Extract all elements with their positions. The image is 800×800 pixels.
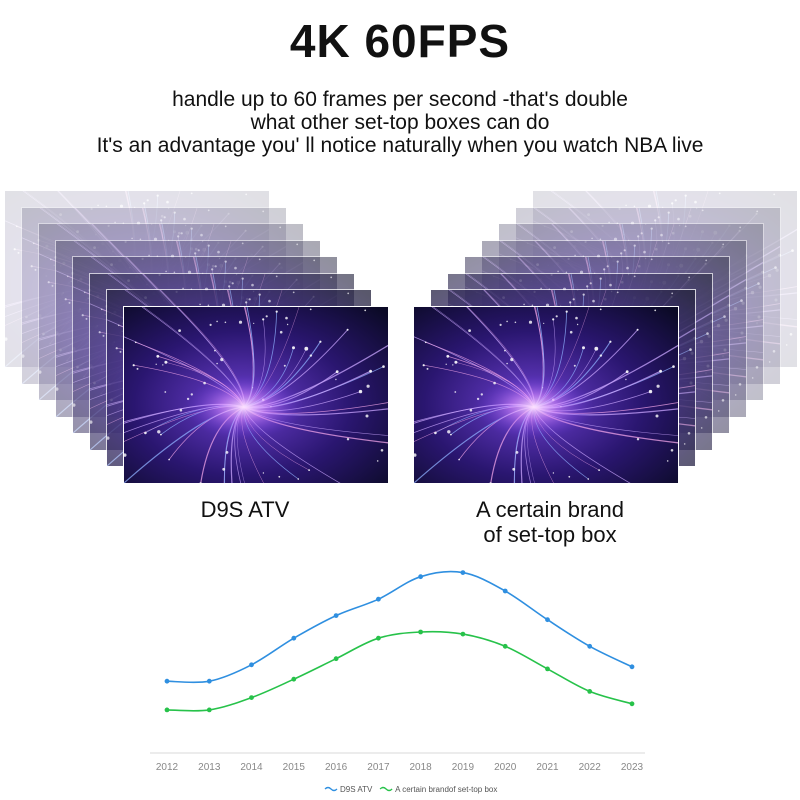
x-tick-label: 2018 [409,762,432,773]
series-line-2 [166,630,633,712]
series-2-point-2019 [460,631,466,637]
series-1-point-2019 [460,570,466,575]
series-2-point-2018 [418,629,423,635]
series-line-1 [166,570,633,684]
d9s-caption: D9S ATV [200,497,290,522]
series-1-point-2016 [333,613,339,618]
series-1-point-2015 [291,635,297,641]
x-tick-label: 2019 [452,762,475,773]
x-tick-label: 2016 [325,762,348,773]
series-2-point-2015 [291,676,297,682]
subtitle: handle up to 60 frames per second -that'… [0,88,800,157]
competitor-frame-8 [413,305,679,484]
series-2-point-2012 [164,707,170,713]
x-tick-label: 2012 [156,762,179,773]
series-2-point-2021 [545,666,550,672]
legend-swatch-2 [379,786,393,792]
d9s-frame-8 [123,305,389,484]
page-title: 4K 60FPS [289,15,511,67]
series-2-point-2020 [502,643,508,649]
series-2-point-2023 [629,701,635,707]
series-2-point-2016 [333,656,339,662]
series-1-point-2018 [418,574,423,580]
subtitle-line-1: handle up to 60 frames per second -that'… [172,88,628,111]
fiber-optic-image [414,306,678,483]
legend-swatch-1 [324,786,338,792]
subtitle-line-2: what other set-top boxes can do [250,111,550,134]
series-1-point-2021 [545,617,550,623]
series-2-point-2017 [376,635,381,641]
legend-label-1: D9S ATV [340,785,373,794]
competitor-caption-line-1: A certain brand [476,497,624,522]
series-2-point-2022 [587,689,593,694]
series-2-point-2014 [249,695,254,700]
subtitle-line-3: It's an advantage you' ll notice natural… [96,134,704,157]
series-1-point-2023 [629,664,635,670]
series-1-point-2012 [164,678,170,684]
x-tick-label: 2022 [579,762,602,773]
x-tick-label: 2013 [198,762,221,773]
competitor-caption: A certain brand of set-top box [440,497,660,547]
series-1-point-2014 [249,662,254,668]
series-1-point-2022 [587,643,593,649]
series-1-point-2013 [206,678,212,684]
competitor-caption-line-2: of set-top box [483,522,617,547]
legend-label-2: A certain brandof set-top box [395,785,497,794]
x-tick-label: 2021 [536,762,559,773]
series-1-point-2017 [376,596,381,602]
x-tick-label: 2020 [494,762,517,773]
x-tick-label: 2017 [367,762,390,773]
fps-line-chart: 2012 2013 2014 2015 2016 2017 2018 2019 2020 2021… [150,570,645,794]
series-1-point-2020 [502,588,508,594]
fiber-optic-image [124,306,388,483]
x-tick-label: 2023 [621,762,644,773]
series-2-point-2013 [206,707,212,713]
x-tick-label: 2015 [283,762,306,773]
x-tick-label: 2014 [240,762,263,773]
